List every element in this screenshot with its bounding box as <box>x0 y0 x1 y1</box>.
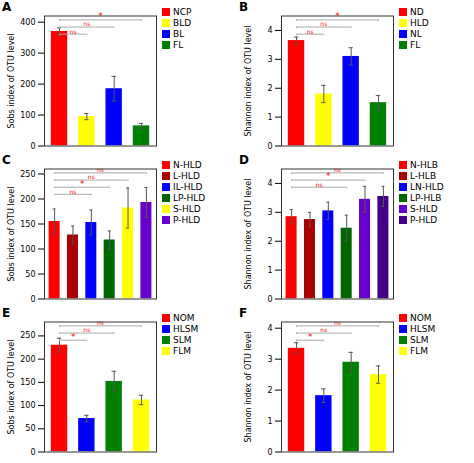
svg-text:1: 1 <box>267 417 272 426</box>
html-text:IL-HLD: IL-HLD <box>173 181 203 192</box>
html-text:L-HLB: L-HLB <box>410 170 437 181</box>
svg-text:Sobs index of OTU level: Sobs index of OTU level <box>7 339 16 434</box>
html-text:S-HLD: S-HLD <box>173 203 201 214</box>
html-text:HLSM: HLSM <box>410 323 436 334</box>
svg-text:ns: ns <box>70 28 77 35</box>
html-text:HLD: HLD <box>410 17 429 28</box>
html-text:NOM: NOM <box>410 312 432 323</box>
svg-text:0: 0 <box>30 142 35 151</box>
svg-text:1: 1 <box>267 113 272 122</box>
svg-text:3: 3 <box>267 355 272 364</box>
svg-text:150: 150 <box>20 220 35 229</box>
svg-text:100: 100 <box>20 401 35 410</box>
svg-text:*: * <box>326 171 331 181</box>
svg-text:300: 300 <box>20 49 35 58</box>
html-text:NL: NL <box>410 28 422 39</box>
svg-text:100: 100 <box>20 111 35 120</box>
html-text:HLSM: HLSM <box>173 323 199 334</box>
svg-text:2: 2 <box>267 386 272 395</box>
svg-text:ns: ns <box>334 319 341 326</box>
svg-text:50: 50 <box>25 270 35 279</box>
html-text:LP-HLD: LP-HLD <box>173 192 206 203</box>
html-text:FLM: FLM <box>173 345 191 356</box>
svg-text:ns: ns <box>97 166 104 173</box>
svg-text:Shannon index of OTU level: Shannon index of OTU level <box>244 179 253 290</box>
html-text:N-HLD: N-HLD <box>173 159 202 170</box>
svg-text:ns: ns <box>334 166 341 173</box>
html-text:NOM: NOM <box>173 312 195 323</box>
svg-text:ns: ns <box>83 326 90 333</box>
svg-text:200: 200 <box>20 355 35 364</box>
svg-text:0: 0 <box>267 142 272 151</box>
svg-text:100: 100 <box>20 245 35 254</box>
html-text:NCP: NCP <box>173 6 192 17</box>
svg-text:ns: ns <box>97 319 104 326</box>
svg-text:4: 4 <box>267 324 272 333</box>
svg-text:ns: ns <box>320 326 327 333</box>
html-text:E: E <box>2 306 11 320</box>
html-text:B: B <box>239 0 249 14</box>
svg-text:250: 250 <box>20 170 35 179</box>
svg-text:0: 0 <box>30 295 35 304</box>
html-text:N-HLB: N-HLB <box>410 159 438 170</box>
html-text:P-HLD: P-HLD <box>410 214 438 225</box>
svg-text:3: 3 <box>267 208 272 217</box>
html-text:C: C <box>2 153 11 167</box>
html-text:F: F <box>239 306 248 320</box>
svg-text:Shannon index of OTU level: Shannon index of OTU level <box>244 26 253 137</box>
svg-text:4: 4 <box>267 26 272 35</box>
svg-text:2: 2 <box>267 237 272 246</box>
html-text:LN-HLD: LN-HLD <box>410 181 444 192</box>
svg-text:2: 2 <box>267 84 272 93</box>
html-text:S-HLD: S-HLD <box>410 203 438 214</box>
html-text:D: D <box>239 153 249 167</box>
svg-text:0: 0 <box>267 448 272 457</box>
svg-text:Sobs index of OTU level: Sobs index of OTU level <box>7 186 16 281</box>
svg-text:1: 1 <box>267 266 272 275</box>
html-text:BLD: BLD <box>173 17 192 28</box>
svg-text:ns: ns <box>316 181 323 188</box>
html-text:FL: FL <box>173 39 184 50</box>
svg-text:50: 50 <box>25 424 35 433</box>
html-text:FL: FL <box>410 39 421 50</box>
svg-text:3: 3 <box>267 55 272 64</box>
html-text:LP-HLB: LP-HLB <box>410 192 442 203</box>
svg-text:*: * <box>71 332 76 342</box>
svg-text:0: 0 <box>30 448 35 457</box>
svg-text:ns: ns <box>307 28 314 35</box>
svg-text:ns: ns <box>69 188 76 195</box>
svg-text:0: 0 <box>267 295 272 304</box>
svg-text:200: 200 <box>20 80 35 89</box>
svg-text:ns: ns <box>88 173 95 180</box>
svg-text:ns: ns <box>320 20 327 27</box>
svg-text:4: 4 <box>267 179 272 188</box>
html-text:FLM: FLM <box>410 345 428 356</box>
svg-text:200: 200 <box>20 195 35 204</box>
html-text:SLM: SLM <box>410 334 429 345</box>
html-text:P-HLD: P-HLD <box>173 214 201 225</box>
svg-text:*: * <box>308 332 313 342</box>
svg-text:150: 150 <box>20 378 35 387</box>
svg-text:Sobs index of OTU level: Sobs index of OTU level <box>7 33 16 128</box>
svg-text:Shannon index of OTU level: Shannon index of OTU level <box>244 332 253 443</box>
html-text:A: A <box>2 0 12 14</box>
html-text:L-HLD: L-HLD <box>173 170 200 181</box>
html-text:SLM: SLM <box>173 334 192 345</box>
svg-text:250: 250 <box>20 331 35 340</box>
svg-text:ns: ns <box>83 20 90 27</box>
svg-text:400: 400 <box>20 18 35 27</box>
svg-text:*: * <box>80 179 85 189</box>
html-text:ND: ND <box>410 6 424 17</box>
html-text:BL: BL <box>173 28 185 39</box>
